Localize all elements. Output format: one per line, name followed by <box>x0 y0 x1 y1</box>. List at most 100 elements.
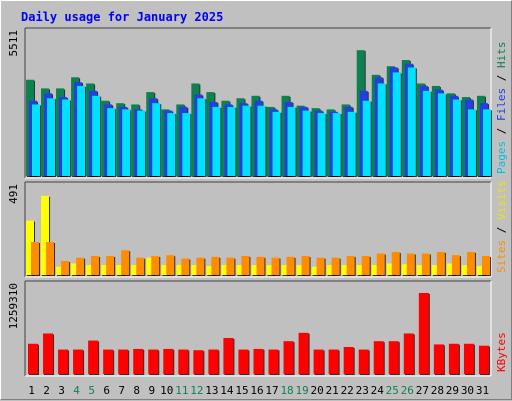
x-tick-label-day-16: 16 <box>250 384 263 397</box>
bar-visits-day-9 <box>146 257 155 275</box>
bar-kbytes-day-22 <box>343 346 354 374</box>
x-tick-label-day-26: 26 <box>401 384 414 397</box>
x-tick-label-day-23: 23 <box>356 384 369 397</box>
bar-kbytes-day-19 <box>298 332 309 374</box>
bar-pages-day-12 <box>197 98 206 176</box>
bar-sites-day-15 <box>241 256 250 275</box>
bar-sites-day-28 <box>436 251 445 275</box>
bar-kbytes-day-17 <box>268 349 279 374</box>
x-tick-label-day-4: 4 <box>73 384 80 397</box>
axis-label-pages: Pages <box>495 141 508 174</box>
bar-kbytes-day-6 <box>103 349 114 374</box>
bar-kbytes-day-15 <box>238 349 249 374</box>
bar-visits-day-28 <box>431 265 440 275</box>
bar-sites-day-5 <box>91 256 100 275</box>
x-tick-label-day-22: 22 <box>341 384 354 397</box>
bar-visits-day-5 <box>86 265 95 275</box>
bar-sites-day-31 <box>481 256 490 275</box>
bar-visits-day-18 <box>281 265 290 275</box>
bar-pages-day-3 <box>62 99 71 176</box>
x-tick-label-day-12: 12 <box>190 384 203 397</box>
bar-sites-day-14 <box>226 257 235 275</box>
bar-visits-day-21 <box>326 265 335 275</box>
bar-visits-day-2 <box>41 195 50 275</box>
bar-pages-day-24 <box>377 83 386 176</box>
x-tick-label-day-11: 11 <box>175 384 188 397</box>
bar-visits-day-23 <box>356 265 365 275</box>
bar-pages-day-21 <box>332 113 341 176</box>
bar-visits-day-24 <box>371 265 380 275</box>
bar-visits-day-13 <box>206 265 215 275</box>
axis-label-sites: Sites <box>495 240 508 273</box>
bar-sites-day-11 <box>181 258 190 275</box>
bar-visits-day-27 <box>416 265 425 275</box>
bar-pages-day-11 <box>182 113 191 176</box>
x-tick-label-day-3: 3 <box>58 384 65 397</box>
x-tick-label-day-20: 20 <box>311 384 324 397</box>
bar-visits-day-14 <box>221 265 230 275</box>
x-tick-label-day-31: 31 <box>476 384 489 397</box>
bar-sites-day-8 <box>136 257 145 275</box>
bar-pages-day-23 <box>362 100 371 176</box>
x-tick-label-day-5: 5 <box>88 384 95 397</box>
x-tick-label-day-15: 15 <box>235 384 248 397</box>
axis-label-kbytes: KBytes <box>495 332 508 372</box>
bar-pages-day-28 <box>437 93 446 176</box>
bar-pages-day-8 <box>137 110 146 176</box>
bar-kbytes-day-4 <box>73 349 84 374</box>
bar-sites-day-16 <box>256 256 265 275</box>
bar-visits-day-10 <box>161 265 170 275</box>
bar-visits-day-11 <box>176 265 185 275</box>
bar-sites-day-12 <box>196 257 205 275</box>
bar-visits-day-25 <box>386 263 395 275</box>
bar-pages-day-26 <box>407 67 416 176</box>
bar-kbytes-day-3 <box>58 349 69 374</box>
bar-pages-day-27 <box>422 90 431 176</box>
bar-pages-day-14 <box>227 106 236 176</box>
bar-pages-day-31 <box>482 109 491 176</box>
bar-kbytes-day-27 <box>418 293 429 374</box>
x-tick-label-day-7: 7 <box>118 384 125 397</box>
bar-kbytes-day-2 <box>43 333 54 374</box>
x-tick-label-day-13: 13 <box>205 384 218 397</box>
x-tick-label-day-8: 8 <box>133 384 140 397</box>
bar-visits-day-22 <box>341 265 350 275</box>
bar-sites-day-13 <box>211 256 220 275</box>
bar-visits-day-15 <box>236 265 245 275</box>
bar-visits-day-6 <box>101 265 110 275</box>
bar-kbytes-day-13 <box>208 349 219 374</box>
bar-sites-day-25 <box>391 251 400 275</box>
ymax-label-kbytes: 1259310 <box>7 283 20 329</box>
chart-title: Daily usage for January 2025 <box>21 10 223 24</box>
bar-sites-day-27 <box>421 253 430 275</box>
bar-visits-day-19 <box>296 265 305 275</box>
bar-kbytes-day-26 <box>403 333 414 374</box>
x-tick-label-day-25: 25 <box>386 384 399 397</box>
bar-pages-day-5 <box>92 95 101 176</box>
bar-sites-day-23 <box>361 256 370 275</box>
x-tick-label-day-6: 6 <box>103 384 110 397</box>
bar-pages-day-25 <box>392 72 401 176</box>
bar-sites-day-22 <box>346 256 355 275</box>
bar-kbytes-day-24 <box>373 341 384 374</box>
bar-visits-day-20 <box>311 266 320 275</box>
x-tick-label-day-10: 10 <box>160 384 173 397</box>
bar-pages-day-22 <box>347 111 356 176</box>
bar-sites-day-26 <box>406 253 415 275</box>
bar-kbytes-day-29 <box>448 343 459 374</box>
bar-sites-day-29 <box>451 255 460 275</box>
axis-label-hits: Hits <box>495 42 508 69</box>
bar-visits-day-31 <box>476 265 485 275</box>
bar-pages-day-20 <box>317 113 326 176</box>
bar-sites-day-2 <box>46 242 55 275</box>
bar-pages-day-29 <box>452 99 461 176</box>
bar-sites-day-18 <box>286 256 295 275</box>
x-tick-label-day-2: 2 <box>43 384 50 397</box>
bar-pages-day-7 <box>122 109 131 176</box>
x-tick-label-day-17: 17 <box>265 384 278 397</box>
x-tick-label-day-29: 29 <box>446 384 459 397</box>
bar-sites-day-9 <box>151 256 160 275</box>
axis-label-visits: Visits <box>495 180 508 220</box>
x-tick-label-day-21: 21 <box>326 384 339 397</box>
bar-sites-day-24 <box>376 253 385 275</box>
